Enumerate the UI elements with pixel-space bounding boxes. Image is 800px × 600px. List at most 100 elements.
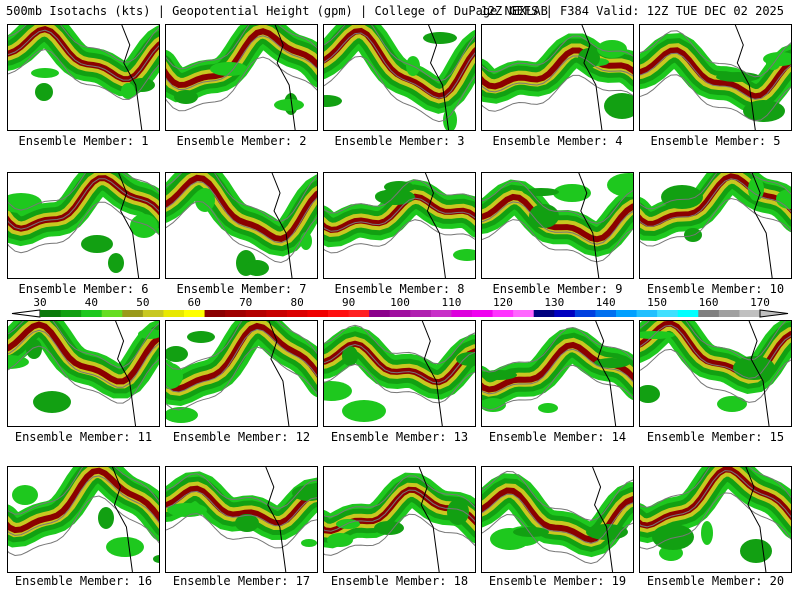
coastline <box>578 173 600 278</box>
jet-band <box>640 173 791 227</box>
height-contour <box>640 324 791 379</box>
colorbar-segment <box>142 310 164 317</box>
coastline <box>111 467 133 572</box>
height-contour <box>8 329 159 388</box>
height-contour <box>166 56 317 112</box>
isotach-field <box>8 467 159 572</box>
height-contour <box>166 35 317 91</box>
ensemble-member-label: Ensemble Member: 16 <box>14 574 153 588</box>
colorbar-segment <box>122 310 144 317</box>
colorbar-segment <box>266 310 288 317</box>
isotach-patch <box>733 356 775 380</box>
map-header: 500mb Isotachs (kts) | Geopotential Heig… <box>0 0 800 22</box>
header-valid-time: 12Z GEFS | F384 Valid: 12Z TUE DEC 02 20… <box>480 4 784 18</box>
ensemble-member-label: Ensemble Member: 5 <box>650 134 781 148</box>
height-contour <box>324 489 475 532</box>
colorbar-segment <box>204 310 226 317</box>
height-contour <box>324 25 475 82</box>
height-contour <box>324 32 475 99</box>
isotach-patch <box>138 329 159 339</box>
ensemble-member-map <box>323 466 476 573</box>
colorbar-tick-label: 50 <box>136 296 150 309</box>
colorbar-segment <box>184 310 206 317</box>
isotach-patch <box>717 396 747 412</box>
height-contour <box>640 348 791 403</box>
ensemble-member-map <box>7 24 160 131</box>
ensemble-member-map <box>7 320 160 427</box>
ensemble-member-label: Ensemble Member: 18 <box>330 574 469 588</box>
height-contour <box>640 197 791 247</box>
colorbar-segment <box>574 310 596 317</box>
isotach-patch <box>195 188 215 212</box>
colorbar-segment <box>307 310 329 317</box>
colorbar-tick-label: 160 <box>698 296 719 309</box>
height-contour <box>8 321 159 368</box>
height-contour <box>166 181 317 244</box>
colorbar-tick-label: 40 <box>84 296 99 309</box>
ensemble-member-map <box>165 466 318 573</box>
ensemble-member-label: Ensemble Member: 3 <box>334 134 465 148</box>
coastline <box>745 467 767 572</box>
jet-band <box>482 193 633 243</box>
header-title: 500mb Isotachs (kts) | Geopotential Heig… <box>6 4 548 18</box>
height-contour <box>482 326 633 373</box>
ensemble-member-label: Ensemble Member: 1 <box>18 134 149 148</box>
isotach-patch <box>166 346 188 362</box>
height-contour <box>640 321 787 361</box>
isotach-patch <box>187 331 215 343</box>
height-contour <box>324 219 475 254</box>
colorbar-segment <box>81 310 103 317</box>
colorbar-tick-label: 110 <box>441 296 462 309</box>
coastline <box>595 321 617 426</box>
colorbar-segment <box>533 310 555 317</box>
ensemble-member-map <box>481 172 634 279</box>
height-contour <box>324 475 475 518</box>
ensemble-member-map <box>481 466 634 573</box>
coastline <box>115 321 137 426</box>
colorbar-segment <box>657 310 679 317</box>
ensemble-member-label: Ensemble Member: 12 <box>172 430 311 444</box>
isotach-patch <box>327 533 353 547</box>
isotach-field <box>166 25 317 130</box>
jet-band <box>166 322 317 392</box>
height-contour <box>166 321 317 370</box>
height-contour <box>324 513 475 556</box>
colorbar-segment <box>286 310 308 317</box>
jet-band <box>8 26 159 83</box>
isotach-patch <box>513 527 549 537</box>
colorbar-tick-label: 60 <box>187 296 201 309</box>
height-contour <box>166 346 317 411</box>
ensemble-member-map <box>639 320 792 427</box>
isotach-patch <box>701 521 713 545</box>
ensemble-member-label: Ensemble Member: 4 <box>492 134 623 148</box>
colorbar-segment <box>389 310 411 317</box>
colorbar-segment <box>245 310 267 317</box>
ensemble-member-label: Ensemble Member: 20 <box>646 574 785 588</box>
jet-band <box>640 321 791 380</box>
isotach-patch <box>81 235 113 253</box>
isotach-patch <box>274 99 304 111</box>
colorbar-tick-label: 150 <box>647 296 668 309</box>
isotach-patch <box>35 83 53 101</box>
isotach-field <box>324 321 475 426</box>
coastline <box>418 467 440 572</box>
colorbar-segment <box>60 310 82 317</box>
ensemble-member-label: Ensemble Member: 2 <box>176 134 307 148</box>
colorbar-segment <box>554 310 576 317</box>
isotach-patch <box>130 214 158 238</box>
isotach-field <box>8 173 159 278</box>
isotach-patch <box>129 78 155 92</box>
isotach-patch <box>98 507 114 529</box>
height-contour <box>8 201 159 254</box>
height-contour <box>166 513 317 549</box>
height-contour <box>640 178 791 227</box>
ensemble-member-map <box>323 24 476 131</box>
isotach-patch <box>661 185 703 209</box>
ensemble-member-label: Ensemble Member: 8 <box>334 282 465 296</box>
isotach-patch <box>342 400 386 422</box>
jet-band <box>482 487 633 543</box>
isotach-field <box>482 321 633 426</box>
height-contour <box>482 348 633 395</box>
height-contour <box>8 178 159 230</box>
isotach-field <box>324 467 475 572</box>
